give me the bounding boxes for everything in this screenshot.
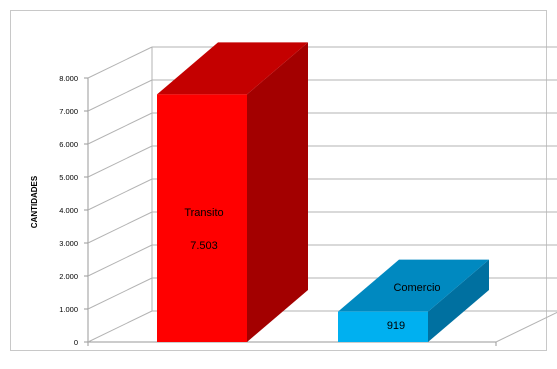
gridline-side-5 xyxy=(87,145,153,178)
data-label-value-transito: 7.503 xyxy=(190,240,218,252)
gridline-side-7 xyxy=(87,79,153,112)
gridline-side-2 xyxy=(87,244,153,277)
gridline-side-8 xyxy=(87,46,153,79)
bars: Transito 7.503 Comercio 919 xyxy=(157,42,489,342)
y-tick-label-3: 3.000 xyxy=(59,239,78,248)
gridline-side-3 xyxy=(87,211,153,244)
data-label-category-comercio: Comercio xyxy=(393,282,440,294)
y-tick-label-0: 0 xyxy=(74,338,78,347)
y-tick-label-1: 1.000 xyxy=(59,305,78,314)
bar-side-transito xyxy=(247,42,308,342)
bar-top-comercio xyxy=(338,259,489,312)
floor-right-edge xyxy=(495,311,557,343)
gridline-side-1 xyxy=(87,277,153,310)
gridline-side-0 xyxy=(87,310,153,343)
bar-side-comercio xyxy=(428,259,489,342)
y-tick-label-4: 4.000 xyxy=(59,206,78,215)
gridline-side-4 xyxy=(87,178,153,211)
y-axis-label: CANTIDADES xyxy=(30,175,39,228)
y-tick-label-7: 7.000 xyxy=(59,107,78,116)
y-tick-labels: 0 1.000 2.000 3.000 4.000 5.000 6.000 7.000 8.00… xyxy=(59,74,497,347)
y-tick-label-8: 8.000 xyxy=(59,74,78,83)
data-label-category-transito: Transito xyxy=(184,207,223,219)
bar-top-transito xyxy=(157,42,308,95)
y-tick-label-5: 5.000 xyxy=(59,173,78,182)
data-label-value-comercio: 919 xyxy=(387,320,405,332)
y-tick-label-2: 2.000 xyxy=(59,272,78,281)
y-tick-label-6: 6.000 xyxy=(59,140,78,149)
gridline-side-6 xyxy=(87,112,153,145)
bar-front-transito xyxy=(157,94,247,342)
bar-front-comercio xyxy=(338,311,428,342)
